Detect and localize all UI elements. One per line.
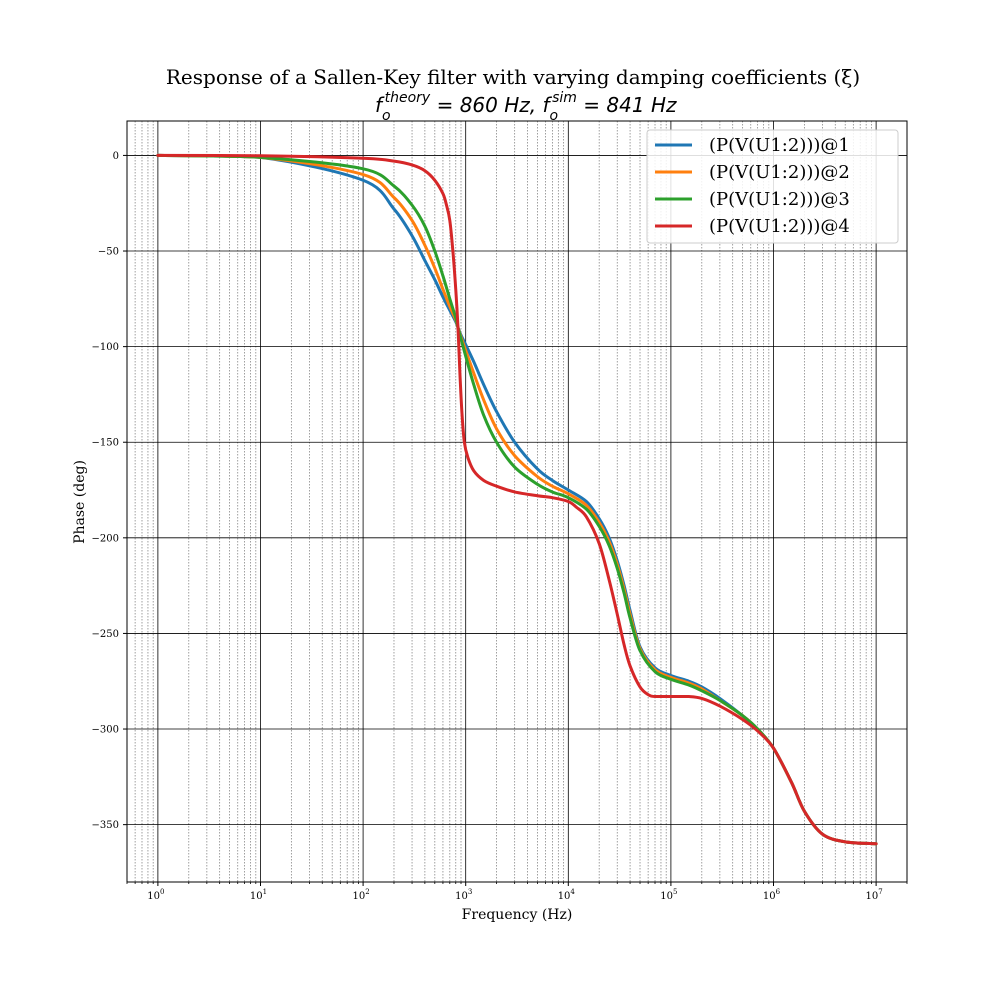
legend: (P(V(U1:2)))@1 (P(V(U1:2)))@2 (P(V(U1:2)))… [646,129,899,244]
y-tick-label: −250 [92,629,119,640]
legend-label-3: (P(V(U1:2)))@3 [709,189,850,210]
subtitle-f-sim-base: f [542,93,552,117]
x-axis-ticks: 100 101 102 103 104 105 106 107 [126,882,908,902]
legend-box [646,129,899,244]
legend-label-2: (P(V(U1:2)))@2 [709,162,850,183]
chart-title: Response of a Sallen-Key filter with var… [166,65,860,89]
y-axis-label: Phase (deg) [72,460,88,544]
chart-subtitle: fotheory = 860 Hz, fosim = 841 Hz [375,90,677,124]
x-tick-label: 101 [250,888,267,902]
plot-frame [126,120,908,883]
subtitle-f-theory-base: f [375,93,385,117]
subtitle-f-sim-sup: sim [552,90,577,106]
x-tick-label: 104 [558,888,576,902]
subtitle-f-theory-sup: theory [385,90,431,106]
series-line-3 [156,153,878,846]
y-tick-label: 0 [113,151,119,162]
y-tick-label: −100 [92,342,119,353]
legend-label-1: (P(V(U1:2)))@1 [709,135,850,156]
y-tick-label: −50 [98,247,119,258]
y-tick-label: −200 [92,533,119,544]
x-tick-label: 105 [660,888,677,902]
y-tick-label: −150 [92,438,119,449]
x-tick-label: 103 [455,888,472,902]
subtitle-f-sim-value: = 841 Hz [577,93,677,117]
major-grid [127,121,907,882]
x-tick-label: 106 [763,888,781,902]
y-tick-label: −300 [92,725,119,736]
y-tick-label: −350 [92,820,119,831]
x-tick-label: 107 [866,888,883,902]
y-axis-ticks: 0 −50 −100 −150 −200 −250 −300 −350 [92,151,127,831]
subtitle-f-sim-sub: o [550,108,559,124]
series-line-4 [156,153,878,846]
subtitle-f-theory-value: = 860 Hz, [430,93,542,117]
series-layer [156,153,878,846]
subtitle-f-theory-sub: o [382,108,391,124]
x-tick-label: 100 [147,888,164,902]
x-tick-label: 102 [352,888,369,902]
x-axis-label: Frequency (Hz) [462,907,573,923]
legend-label-4: (P(V(U1:2)))@4 [709,216,850,237]
